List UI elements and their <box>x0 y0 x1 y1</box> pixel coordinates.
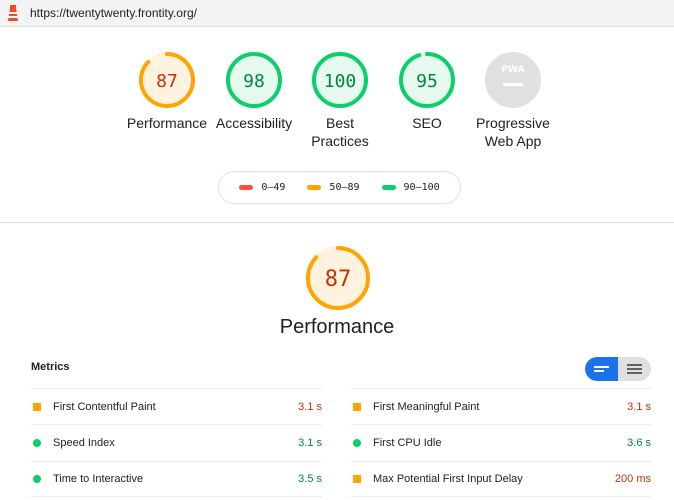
metrics-heading: Metrics <box>31 361 70 373</box>
gauge-label-line: Progressive <box>476 115 550 131</box>
gauge-progress <box>226 52 282 108</box>
legend-item-average: 50–89 <box>307 182 360 193</box>
metric-name: First CPU Idle <box>373 436 442 449</box>
metric-name: Speed Index <box>53 436 115 449</box>
gauge-score: 95 <box>416 71 438 92</box>
metric-first-contentful-paint[interactable]: First Contentful Paint 3.1 s <box>31 388 322 424</box>
pwa-badge-icon: PWA <box>501 65 524 75</box>
category-gauge-2[interactable]: 100 Best Practices <box>295 50 385 150</box>
section-divider <box>0 222 674 223</box>
average-square-icon <box>353 475 361 483</box>
gauge-arc: 98 <box>226 52 282 108</box>
category-gauge-0[interactable]: 87 Performance <box>122 50 212 132</box>
compact-view-button[interactable] <box>585 357 618 381</box>
legend-swatch <box>381 185 396 190</box>
metric-first-cpu-idle[interactable]: First CPU Idle 3.6 s <box>351 424 651 460</box>
metrics-view-toggle[interactable] <box>585 357 651 381</box>
metric-max-potential-fid[interactable]: Max Potential First Input Delay 200 ms <box>351 461 651 497</box>
metric-speed-index[interactable]: Speed Index 3.1 s <box>31 424 322 460</box>
gauge-score: 98 <box>243 71 265 92</box>
gauge-arc: PWA <box>485 52 541 108</box>
gauge-label: Progressive Web App <box>468 114 558 150</box>
legend-item-fail: 0–49 <box>239 182 285 193</box>
gauge-score: 87 <box>156 71 178 92</box>
legend-label: 90–100 <box>403 182 440 193</box>
gauge-progress <box>399 52 455 108</box>
address-bar: https://twentytwenty.frontity.org/ <box>0 0 674 27</box>
pass-circle-icon <box>33 438 41 447</box>
gauge-label-line: SEO <box>412 115 442 131</box>
metric-name: First Contentful Paint <box>53 400 156 413</box>
gauge-arc: 100 <box>312 52 368 108</box>
lighthouse-icon <box>8 5 18 21</box>
metric-value: 3.5 s <box>298 473 322 485</box>
gauge-label-line: Web App <box>484 133 542 149</box>
category-gauge-1[interactable]: 98 Accessibility <box>209 50 299 132</box>
pwa-dash-icon <box>503 83 523 86</box>
gauge-label: Accessibility <box>209 114 299 132</box>
gauge-score: 87 <box>325 267 352 292</box>
metric-value: 3.1 s <box>298 400 322 413</box>
metric-value: 3.1 s <box>298 436 322 449</box>
gauge-label: Performance <box>122 114 212 132</box>
gauge-label-line: Practices <box>311 133 369 149</box>
average-square-icon <box>353 402 361 411</box>
section-title: Performance <box>279 316 395 338</box>
metric-time-to-interactive[interactable]: Time to Interactive 3.5 s <box>31 461 322 497</box>
pass-circle-icon <box>353 438 361 447</box>
metric-name: Max Potential First Input Delay <box>373 473 523 485</box>
pass-circle-icon <box>33 475 41 483</box>
legend-swatch <box>307 185 322 190</box>
category-gauge-3[interactable]: 95 SEO <box>382 50 472 132</box>
metric-first-meaningful-paint[interactable]: First Meaningful Paint 3.1 s <box>351 388 651 424</box>
legend-label: 0–49 <box>261 182 286 193</box>
metric-name: Time to Interactive <box>53 473 144 485</box>
performance-gauge-large: 87 <box>300 240 380 321</box>
gauge-arc: 95 <box>399 52 455 108</box>
gauge-progress <box>139 52 195 108</box>
legend-label: 50–89 <box>329 182 360 193</box>
metric-value: 200 ms <box>614 473 651 485</box>
average-square-icon <box>33 402 41 411</box>
category-gauge-4[interactable]: PWA Progressive Web App <box>468 50 558 150</box>
page-url[interactable]: https://twentytwenty.frontity.org/ <box>30 6 197 20</box>
score-legend: 0–49 50–89 90–100 <box>218 171 461 204</box>
gauge-arc: 87 <box>306 246 370 310</box>
gauge-progress <box>312 52 368 108</box>
gauge-label-line: Performance <box>126 115 208 131</box>
legend-swatch <box>239 185 254 190</box>
metric-value: 3.6 s <box>627 436 651 449</box>
gauge-arc: 87 <box>139 52 195 108</box>
metric-name: First Meaningful Paint <box>373 400 480 413</box>
gauge-label-line: Best <box>325 115 354 131</box>
gauge-label-line: Accessibility <box>215 115 293 131</box>
expanded-view-button[interactable] <box>618 357 651 381</box>
metric-value: 3.1 s <box>627 400 651 413</box>
gauge-label: SEO <box>382 114 472 132</box>
gauge-label: Best Practices <box>295 114 385 150</box>
legend-item-pass: 90–100 <box>381 182 440 193</box>
gauge-score: 100 <box>324 71 357 92</box>
